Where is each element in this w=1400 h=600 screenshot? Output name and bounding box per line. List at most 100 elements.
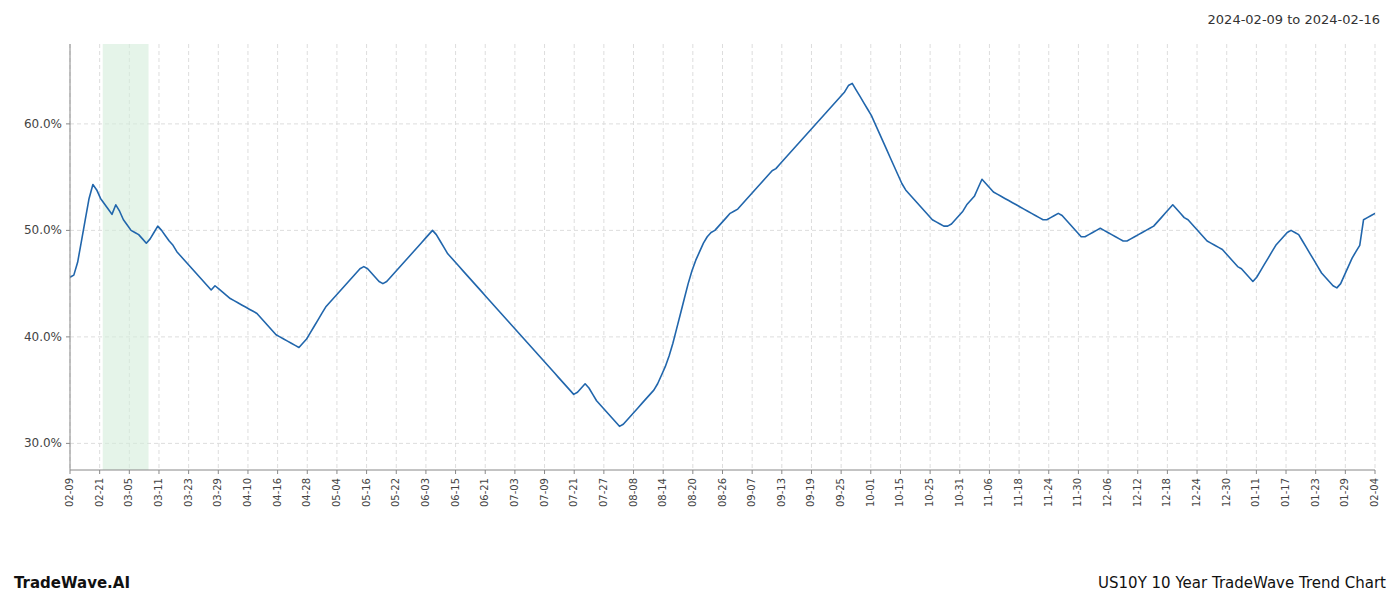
x-tick xyxy=(781,470,782,474)
chart: 30.0%40.0%50.0%60.0%02-0902-2103-0503-11… xyxy=(0,0,1400,600)
x-grid-line xyxy=(188,44,189,470)
x-grid-line xyxy=(1315,44,1316,470)
x-tick-label: 12-12 xyxy=(1132,478,1143,507)
x-tick xyxy=(158,470,159,474)
x-grid-line xyxy=(158,44,159,470)
x-grid-line xyxy=(99,44,100,470)
x-grid-line xyxy=(70,44,71,470)
x-grid-line xyxy=(514,44,515,470)
x-tick-label: 03-29 xyxy=(212,478,223,507)
x-tick xyxy=(1078,470,1079,474)
x-tick xyxy=(574,470,575,474)
x-grid-line xyxy=(1137,44,1138,470)
footer-right: US10Y 10 Year TradeWave Trend Chart xyxy=(1098,574,1386,592)
axes: 30.0%40.0%50.0%60.0%02-0902-2103-0503-11… xyxy=(24,44,1380,507)
x-tick xyxy=(70,470,71,474)
x-tick xyxy=(277,470,278,474)
x-grid-line xyxy=(1019,44,1020,470)
x-tick-label: 10-01 xyxy=(865,478,876,507)
x-tick xyxy=(425,470,426,474)
plot-area xyxy=(70,44,1375,470)
x-tick xyxy=(959,470,960,474)
x-tick xyxy=(1108,470,1109,474)
x-grid-line xyxy=(396,44,397,470)
x-grid-line xyxy=(544,44,545,470)
x-grid-line xyxy=(663,44,664,470)
x-tick xyxy=(663,470,664,474)
x-tick xyxy=(1286,470,1287,474)
footer-left: TradeWave.AI xyxy=(14,574,130,592)
x-tick-label: 12-18 xyxy=(1161,478,1172,507)
x-tick xyxy=(485,470,486,474)
x-grid-line xyxy=(425,44,426,470)
x-tick-label: 12-30 xyxy=(1221,478,1232,507)
x-grid-line xyxy=(752,44,753,470)
y-tick xyxy=(66,230,70,231)
y-tick-label: 30.0% xyxy=(24,436,62,450)
y-axis-line xyxy=(70,44,71,470)
x-grid-line xyxy=(870,44,871,470)
x-tick-label: 07-03 xyxy=(509,478,520,507)
x-grid-line xyxy=(1197,44,1198,470)
x-tick xyxy=(870,470,871,474)
x-tick-label: 01-17 xyxy=(1280,478,1291,507)
x-tick xyxy=(544,470,545,474)
x-tick-label: 09-19 xyxy=(805,478,816,507)
x-tick-label: 06-15 xyxy=(450,478,461,507)
x-grid-line xyxy=(1167,44,1168,470)
x-tick-label: 02-09 xyxy=(64,478,75,507)
x-tick-label: 02-21 xyxy=(94,478,105,507)
x-grid-line xyxy=(959,44,960,470)
x-grid-line xyxy=(336,44,337,470)
x-tick xyxy=(1315,470,1316,474)
x-tick xyxy=(633,470,634,474)
y-tick-label: 40.0% xyxy=(24,330,62,344)
x-grid-line xyxy=(1286,44,1287,470)
x-tick xyxy=(455,470,456,474)
x-tick xyxy=(307,470,308,474)
x-tick xyxy=(1137,470,1138,474)
x-tick-label: 01-29 xyxy=(1339,478,1350,507)
x-tick xyxy=(692,470,693,474)
x-grid-line xyxy=(603,44,604,470)
x-tick xyxy=(1019,470,1020,474)
x-tick xyxy=(1345,470,1346,474)
grid xyxy=(70,44,1375,470)
x-tick-label: 09-25 xyxy=(835,478,846,507)
x-tick-label: 05-22 xyxy=(390,478,401,507)
x-tick xyxy=(99,470,100,474)
x-grid-line xyxy=(307,44,308,470)
x-tick xyxy=(218,470,219,474)
x-tick xyxy=(514,470,515,474)
x-grid-line xyxy=(811,44,812,470)
x-tick-label: 02-04 xyxy=(1369,478,1380,507)
x-tick-label: 09-13 xyxy=(776,478,787,507)
x-tick xyxy=(722,470,723,474)
shaded-span xyxy=(103,44,149,470)
x-grid-line xyxy=(485,44,486,470)
x-grid-line xyxy=(692,44,693,470)
x-grid-line xyxy=(277,44,278,470)
x-tick-label: 10-25 xyxy=(924,478,935,507)
x-tick xyxy=(247,470,248,474)
x-tick-label: 11-18 xyxy=(1013,478,1024,507)
x-tick-label: 08-26 xyxy=(717,478,728,507)
x-grid-line xyxy=(900,44,901,470)
x-tick-label: 12-06 xyxy=(1102,478,1113,507)
x-tick xyxy=(366,470,367,474)
x-tick-label: 09-07 xyxy=(746,478,757,507)
x-tick-label: 03-23 xyxy=(183,478,194,507)
x-tick xyxy=(129,470,130,474)
x-grid-line xyxy=(1345,44,1346,470)
x-tick xyxy=(396,470,397,474)
x-grid-line xyxy=(781,44,782,470)
x-grid-line xyxy=(1078,44,1079,470)
x-tick xyxy=(1375,470,1376,474)
x-tick-label: 01-11 xyxy=(1250,478,1261,507)
y-tick xyxy=(66,336,70,337)
x-tick xyxy=(841,470,842,474)
x-tick xyxy=(989,470,990,474)
x-tick xyxy=(752,470,753,474)
x-grid-line xyxy=(841,44,842,470)
x-tick-label: 04-16 xyxy=(272,478,283,507)
